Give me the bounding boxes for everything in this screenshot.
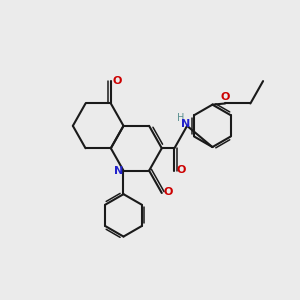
Text: H: H — [177, 112, 184, 123]
Text: N: N — [114, 166, 123, 176]
Text: O: O — [164, 188, 173, 197]
Text: O: O — [176, 165, 186, 175]
Text: O: O — [112, 76, 122, 85]
Text: O: O — [220, 92, 230, 102]
Text: N: N — [181, 119, 190, 129]
